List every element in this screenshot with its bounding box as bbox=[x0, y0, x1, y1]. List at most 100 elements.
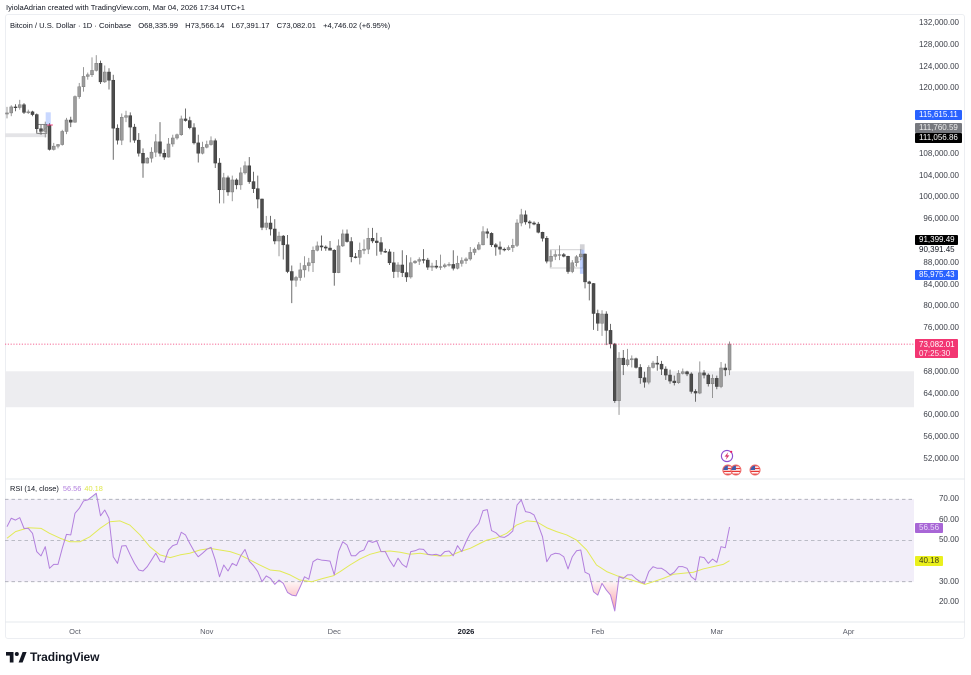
candle-up bbox=[175, 134, 179, 139]
candle-down bbox=[183, 118, 188, 121]
flag-stripe bbox=[722, 469, 733, 471]
candle-up bbox=[166, 143, 171, 158]
candle-up bbox=[239, 172, 243, 186]
candle-down bbox=[545, 238, 549, 262]
candle-up bbox=[396, 264, 400, 272]
candle-down bbox=[536, 223, 541, 233]
candle-up bbox=[430, 265, 434, 268]
candle-down bbox=[141, 153, 145, 164]
candle-up bbox=[86, 74, 90, 77]
high-label: H bbox=[185, 21, 191, 30]
candle-down bbox=[345, 233, 349, 242]
flag-stripe bbox=[722, 472, 733, 474]
price-tick-label: 64,000.00 bbox=[923, 388, 959, 398]
candle-up bbox=[455, 263, 460, 269]
flag-canton bbox=[730, 465, 736, 470]
price-tick-label: 104,000.00 bbox=[918, 170, 959, 180]
flag-stripe bbox=[722, 470, 733, 473]
candle-down bbox=[426, 259, 430, 268]
price-tick-label: 132,000.00 bbox=[918, 17, 959, 27]
candle-down bbox=[685, 371, 689, 375]
candle-down bbox=[251, 181, 256, 189]
candle-up bbox=[336, 245, 341, 273]
close-value: 73,082.01 bbox=[282, 21, 316, 30]
drawing-price-badge: 111,056.86 bbox=[915, 132, 962, 143]
candle-down bbox=[702, 372, 706, 376]
candle-up bbox=[77, 86, 82, 97]
candle-up bbox=[60, 131, 65, 145]
price-tick-label: 120,000.00 bbox=[918, 83, 959, 93]
rsi-tick-label: 20.00 bbox=[938, 597, 959, 607]
candle-up bbox=[243, 165, 247, 174]
candle-down bbox=[634, 358, 638, 368]
candle-up bbox=[145, 157, 150, 164]
candle-down bbox=[655, 362, 660, 365]
candle-up bbox=[630, 358, 634, 361]
flag-ring bbox=[749, 464, 761, 476]
lightning-icon bbox=[724, 452, 730, 460]
attribution-text: IyiolaAdrian created with TradingView.co… bbox=[6, 3, 245, 12]
candle-up bbox=[519, 214, 524, 224]
price-tick-label: 124,000.00 bbox=[918, 61, 959, 71]
flag-stripe bbox=[750, 472, 761, 474]
candle-down bbox=[196, 142, 201, 154]
candle-down bbox=[532, 222, 536, 225]
candle-up bbox=[311, 250, 315, 264]
candle-down bbox=[693, 391, 698, 394]
tradingview-wordmark: TradingView bbox=[30, 650, 100, 664]
rsi-legend: RSI (14, close) 56.56 40.18 bbox=[10, 484, 103, 494]
candle-down bbox=[451, 264, 456, 269]
candle-down bbox=[158, 141, 162, 154]
candle-up bbox=[409, 262, 413, 278]
last-price-badge: 73,082.01 07:25:30 bbox=[915, 339, 958, 359]
flag-canton bbox=[722, 465, 728, 470]
rsi-ma-value: 40.18 bbox=[84, 484, 103, 493]
candle-up bbox=[625, 359, 630, 365]
candle-down bbox=[332, 250, 337, 273]
candle-down bbox=[349, 241, 354, 258]
low-label: L bbox=[231, 21, 236, 30]
price-tick-label: 108,000.00 bbox=[918, 148, 959, 158]
crypto-event-marker bbox=[720, 449, 734, 463]
candle-up bbox=[557, 254, 562, 256]
candle-down bbox=[260, 198, 264, 228]
candle-up bbox=[647, 367, 651, 383]
candle-up bbox=[264, 222, 269, 228]
candle-up bbox=[676, 373, 681, 383]
candle-down bbox=[281, 235, 286, 246]
drawing-price-badge: 91,399.49 bbox=[915, 235, 958, 245]
candle-down bbox=[290, 271, 294, 281]
last-price-value: 73,082.01 bbox=[919, 339, 955, 349]
candle-down bbox=[217, 162, 222, 191]
candle-down bbox=[324, 246, 328, 249]
us-flag-icon bbox=[730, 465, 741, 475]
symbol-legend: Bitcoin / U.S. Dollar · 1D · Coinbase O6… bbox=[10, 21, 390, 31]
candle-down bbox=[268, 222, 273, 230]
bar-countdown: 07:25:30 bbox=[919, 348, 951, 358]
candle-up bbox=[52, 145, 56, 150]
time-tick-label: Nov bbox=[200, 627, 214, 636]
candle-up bbox=[120, 117, 124, 141]
candle-down bbox=[723, 367, 728, 371]
low-value: 67,391.17 bbox=[235, 21, 270, 30]
candle-down bbox=[69, 119, 73, 123]
candle-up bbox=[315, 245, 320, 251]
candle-down bbox=[434, 265, 439, 268]
candle-down bbox=[421, 259, 426, 261]
time-tick-label: Feb bbox=[591, 627, 605, 636]
price-tick-label: 56,000.00 bbox=[923, 432, 959, 442]
rsi-value-badge: 56.56 bbox=[915, 522, 943, 533]
flag-stripe bbox=[730, 473, 741, 475]
flag-stripe bbox=[750, 473, 761, 475]
candle-down bbox=[387, 251, 392, 264]
candle-down bbox=[353, 256, 358, 258]
candle-down bbox=[379, 242, 383, 252]
candle-down bbox=[107, 71, 111, 81]
candle-down bbox=[256, 188, 260, 200]
drawing-price-badge: 85,975.43 bbox=[915, 270, 958, 280]
candle-up bbox=[294, 277, 298, 281]
candle-down bbox=[613, 343, 617, 401]
candle-down bbox=[404, 272, 409, 278]
candle-down bbox=[34, 114, 39, 129]
rsi-line bbox=[6, 492, 731, 612]
